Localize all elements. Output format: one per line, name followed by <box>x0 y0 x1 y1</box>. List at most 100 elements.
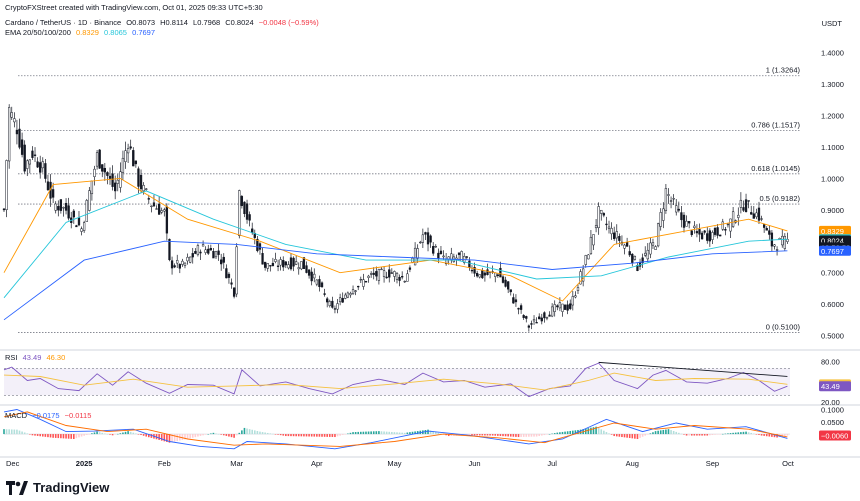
price-label: 0.7697 <box>821 247 844 256</box>
candle-body <box>331 300 334 308</box>
rsi-line <box>3 362 788 398</box>
macd-histogram-bar <box>186 434 189 439</box>
macd-histogram-bar <box>173 434 176 442</box>
candle-body <box>93 168 96 177</box>
price-label: 19:56:53 <box>821 243 850 252</box>
candle-body <box>398 277 401 281</box>
candle-body <box>613 232 616 240</box>
macd-histogram-bar <box>724 433 727 435</box>
candle-body <box>103 167 106 173</box>
candle-body <box>212 251 215 259</box>
macd-histogram-bar <box>698 434 701 436</box>
rsi-value-label-bg <box>819 381 851 392</box>
candle-body <box>667 194 670 196</box>
macd-histogram-bar <box>80 434 83 437</box>
macd-histogram-bar <box>349 432 352 435</box>
macd-histogram-bar <box>367 431 370 435</box>
macd-legend[interactable]: MACD −0.0175 −0.0115 <box>5 411 94 420</box>
candle-body <box>284 261 287 266</box>
macd-histogram-bar <box>228 434 230 437</box>
candle-body <box>651 242 655 246</box>
candle-body <box>357 285 360 288</box>
macd-histogram-bar <box>111 434 114 436</box>
candle-body <box>232 287 236 297</box>
candle-body <box>150 205 153 208</box>
candle-body <box>305 265 308 273</box>
candle-body <box>39 162 42 173</box>
ema-line-2 <box>3 240 788 321</box>
ema-legend[interactable]: EMA 20/50/100/200 0.8329 0.8065 0.7697 <box>5 28 158 37</box>
macd-histogram-bar <box>564 431 566 435</box>
macd-histogram-bar <box>667 429 670 435</box>
macd-histogram-bar <box>109 434 111 435</box>
time-axis-tick: Apr <box>311 459 323 468</box>
macd-histogram-bar <box>559 432 561 435</box>
macd-histogram-bar <box>101 432 104 435</box>
macd-histogram-bar <box>140 434 142 435</box>
candle-body <box>561 303 564 312</box>
macd-histogram-bar <box>466 434 468 436</box>
symbol-title[interactable]: Cardano / TetherUS · 1D · Binance <box>5 18 122 27</box>
candle-body <box>437 252 440 259</box>
fib-level-label: 0.618 (1.0145) <box>751 164 800 173</box>
macd-histogram-bar <box>610 434 613 435</box>
candle-body <box>225 268 228 279</box>
macd-histogram-bar <box>572 430 574 435</box>
candle-body <box>486 269 489 275</box>
macd-histogram-bar <box>528 434 530 437</box>
candle-body <box>610 228 613 235</box>
candle-body <box>207 248 210 254</box>
macd-histogram-bar <box>652 432 654 435</box>
macd-histogram-bar <box>129 431 132 435</box>
macd-histogram-bar <box>207 434 210 435</box>
macd-histogram-bar <box>39 434 41 437</box>
candle-body <box>747 200 750 202</box>
candle-body <box>514 299 518 303</box>
macd-histogram-bar <box>13 429 16 435</box>
high-value: H0.8114 <box>160 18 188 27</box>
time-axis-tick: Oct <box>782 459 795 468</box>
macd-histogram-bar <box>49 434 52 438</box>
candle-body <box>15 129 19 135</box>
candle-body <box>690 230 693 236</box>
macd-histogram-bar <box>212 432 215 435</box>
macd-axis-tick: 0.1000 <box>821 405 844 414</box>
macd-histogram-bar <box>476 434 478 436</box>
macd-histogram-bar <box>171 434 173 443</box>
candle-body <box>426 232 430 245</box>
macd-histogram-bar <box>703 434 706 436</box>
candle-body <box>300 261 303 270</box>
candle-body <box>390 272 393 274</box>
candle-body <box>452 256 456 262</box>
price-axis-tick: 0.5000 <box>821 332 844 341</box>
macd-histogram-bar <box>592 427 595 435</box>
candle-body <box>592 234 595 246</box>
macd-histogram-bar <box>145 434 148 437</box>
macd-histogram-bar <box>535 434 538 437</box>
macd-histogram-bar <box>644 434 647 436</box>
candle-body <box>176 260 179 264</box>
macd-histogram-bar <box>742 431 745 435</box>
candle-body <box>258 243 262 250</box>
price-axis-tick: 0.6000 <box>821 300 844 309</box>
macd-histogram-bar <box>235 434 238 436</box>
candle-body <box>364 280 368 283</box>
macd-legend-value: −0.0175 <box>32 411 60 420</box>
rsi-legend[interactable]: RSI 43.49 46.30 <box>5 353 68 362</box>
macd-histogram-bar <box>481 434 484 436</box>
candle-body <box>773 244 776 247</box>
macd-histogram-bar <box>463 434 466 436</box>
candle-body <box>199 251 202 254</box>
candle-body <box>620 241 624 245</box>
candle-body <box>349 293 352 296</box>
candle-body <box>44 163 47 179</box>
candle-body <box>550 306 554 317</box>
candle-body <box>173 265 176 268</box>
candle-body <box>28 159 32 165</box>
fib-level-label: 1 (1.3264) <box>766 66 801 75</box>
candle-body <box>26 160 29 169</box>
candle-body <box>413 247 417 266</box>
candle-body <box>675 205 678 213</box>
candle-body <box>488 271 492 273</box>
